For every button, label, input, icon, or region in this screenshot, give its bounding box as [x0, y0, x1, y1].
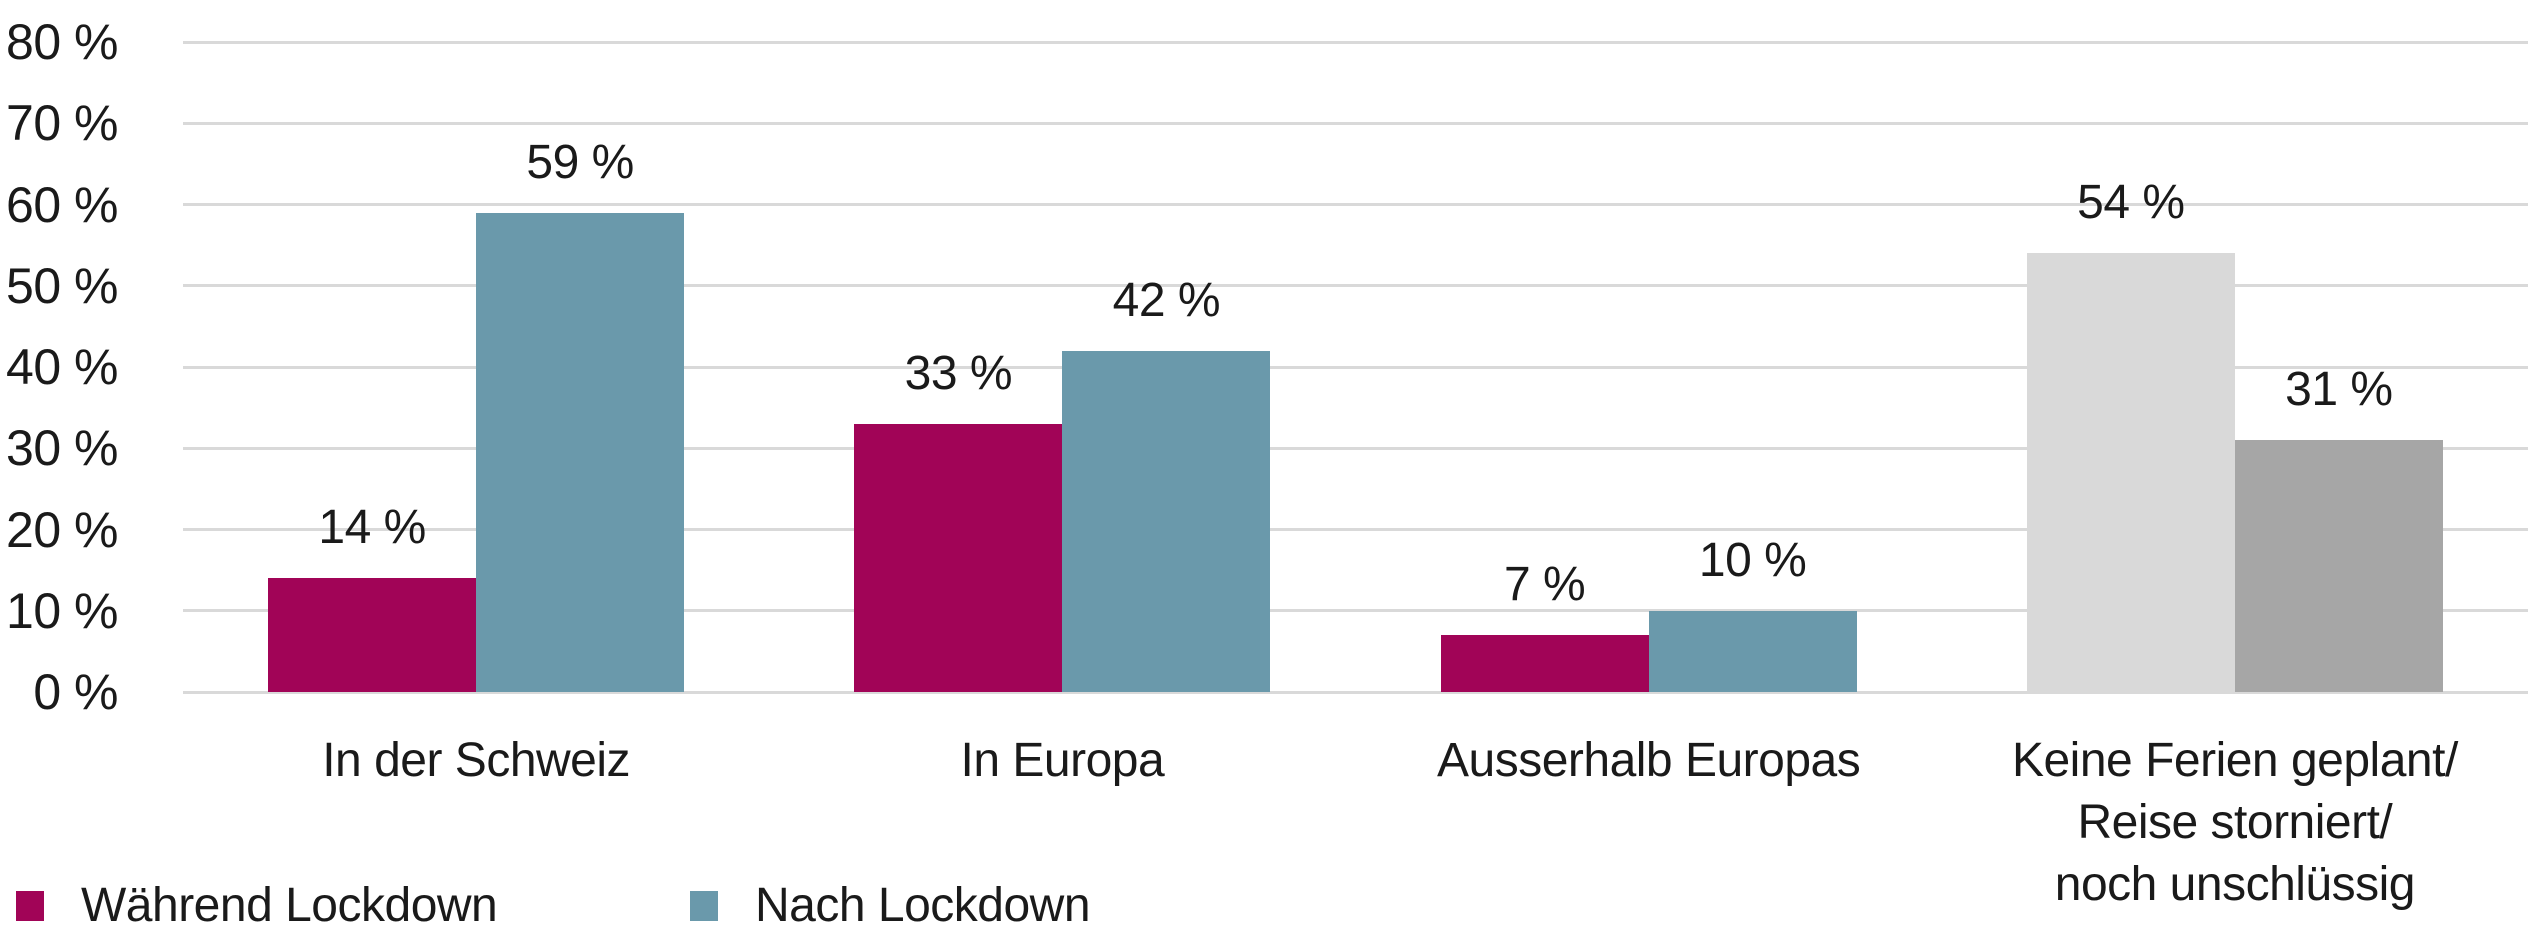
x-axis-category-label: In Europa	[960, 734, 1165, 787]
legend-label: Nach Lockdown	[755, 879, 1091, 932]
x-axis-category-label: Ausserhalb Europas	[1436, 734, 1861, 787]
legend-label: Während Lockdown	[81, 879, 498, 932]
bar-value-label: 10 %	[1698, 533, 1807, 587]
bar	[2234, 440, 2443, 692]
bar-value-label: 59 %	[526, 135, 634, 189]
y-axis-tick-label: 40 %	[6, 339, 118, 395]
y-axis-tick-label: 0 %	[33, 664, 118, 720]
bar	[1648, 610, 1857, 692]
bar-value-label: 33 %	[904, 346, 1013, 400]
y-axis-tick-label: 20 %	[6, 501, 118, 558]
y-axis-tick-label: 60 %	[6, 176, 118, 233]
gridline	[183, 609, 2528, 613]
x-axis-category-label: Keine Ferien geplant/ Reise storniert/ n…	[2011, 734, 2458, 911]
gridline	[183, 203, 2528, 206]
bar	[476, 212, 685, 692]
bar	[1062, 350, 1271, 692]
legend-item: Nach Lockdown	[690, 878, 1091, 934]
bar-value-label: 42 %	[1112, 273, 1221, 327]
bar	[268, 578, 477, 692]
bar-value-label: 31 %	[2285, 363, 2393, 417]
bar	[1440, 635, 1649, 692]
bar-value-label: 7 %	[1504, 558, 1586, 612]
bar	[854, 423, 1063, 692]
y-axis-tick-label: 30 %	[6, 420, 118, 477]
legend-swatch	[16, 891, 44, 921]
gridline	[183, 528, 2528, 531]
gridline	[183, 40, 2528, 44]
y-axis-tick-label: 10 %	[6, 582, 118, 639]
gridline	[183, 121, 2528, 125]
gridline	[183, 446, 2528, 450]
legend-item: Während Lockdown	[16, 878, 498, 934]
gridline	[183, 690, 2528, 694]
y-axis-tick-label: 70 %	[6, 95, 118, 152]
legend-swatch	[690, 891, 718, 921]
gridline	[183, 284, 2528, 288]
bar-value-label: 54 %	[2077, 176, 2185, 230]
x-axis-category-label: In der Schweiz	[322, 734, 631, 787]
y-axis-tick-label: 80 %	[6, 14, 118, 70]
bar	[2026, 253, 2235, 692]
bar-value-label: 14 %	[318, 501, 426, 555]
gridline	[183, 365, 2528, 369]
y-axis-tick-label: 50 %	[6, 257, 118, 314]
